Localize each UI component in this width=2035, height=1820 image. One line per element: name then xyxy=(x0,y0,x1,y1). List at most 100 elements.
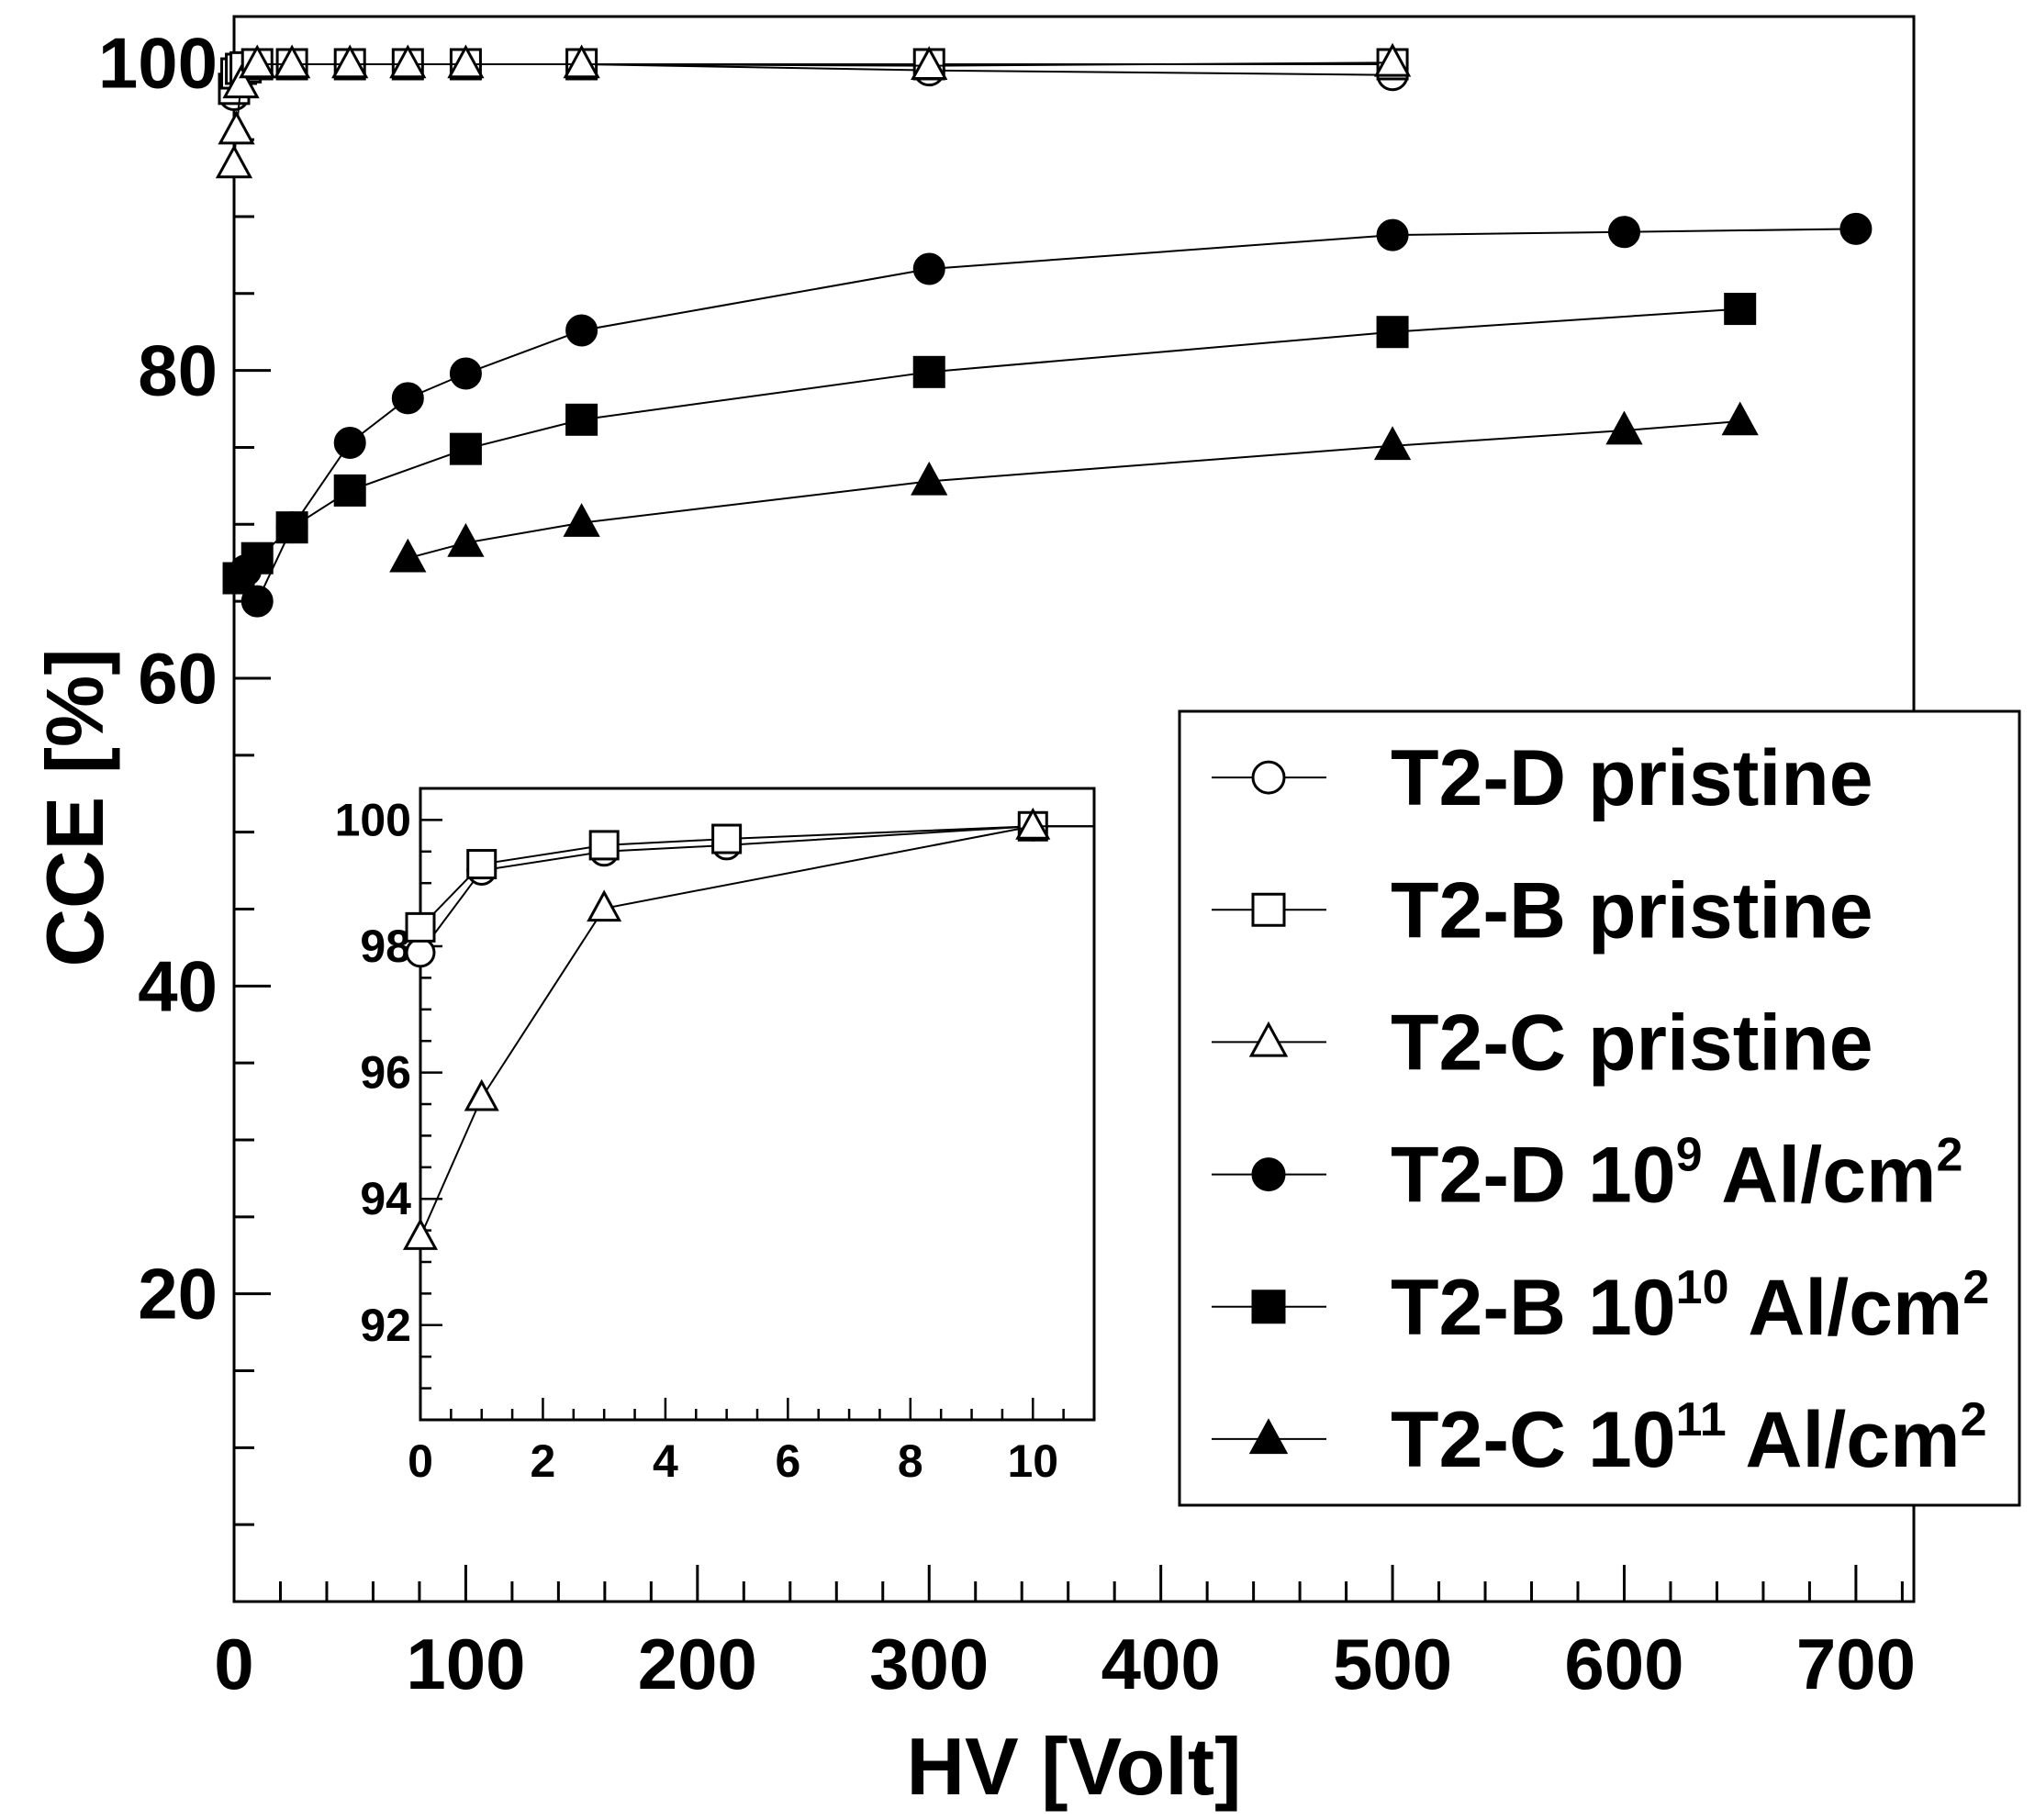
inset-data-point xyxy=(588,830,620,861)
data-point xyxy=(1605,410,1643,445)
data-point xyxy=(1839,212,1873,245)
inset-data-point xyxy=(405,937,436,968)
legend-label: T2-D pristine xyxy=(1391,734,1873,822)
series-line xyxy=(408,419,1740,560)
inset-series-t2-c-pristine xyxy=(402,807,1094,1250)
inset-frame xyxy=(419,787,1096,1422)
data-point xyxy=(565,403,598,436)
data-point xyxy=(447,44,485,79)
legend-entry: T2-B 1010 Al/cm2 xyxy=(1212,1261,1989,1352)
main-plot-series xyxy=(215,42,1873,618)
data-point xyxy=(333,426,366,459)
data-point xyxy=(563,503,600,537)
x-tick-label: 300 xyxy=(869,1624,989,1704)
inset-y-tick-label: 96 xyxy=(360,1047,411,1099)
legend-entry: T2-D pristine xyxy=(1212,734,1873,822)
y-tick-label: 60 xyxy=(138,638,218,719)
inset-x-tick-label: 10 xyxy=(1007,1435,1058,1487)
legend-marker xyxy=(1251,760,1286,795)
series-t2-b-10-10-al-cm-2 xyxy=(222,293,1757,595)
data-point xyxy=(1376,316,1409,349)
x-tick-label: 700 xyxy=(1796,1624,1916,1704)
series-t2-c-pristine xyxy=(215,42,1412,179)
legend-marker xyxy=(1248,1418,1289,1455)
data-point xyxy=(1373,42,1412,77)
x-tick-label: 200 xyxy=(638,1624,757,1704)
data-point xyxy=(565,314,598,347)
legend-label: T2-B pristine xyxy=(1391,866,1873,955)
y-tick-label: 100 xyxy=(98,22,218,103)
data-point xyxy=(239,44,276,79)
data-point xyxy=(222,64,260,99)
legend-entry: T2-C pristine xyxy=(1212,999,1873,1087)
data-point xyxy=(449,357,482,390)
legend-marker xyxy=(1251,892,1286,927)
data-point xyxy=(563,44,600,79)
inset-data-point xyxy=(405,911,436,943)
data-point xyxy=(215,144,253,179)
legend: T2-D pristine T2-B pristine T2-C pristine T… xyxy=(1178,709,2021,1507)
legend-label: T2-B 1010 Al/cm2 xyxy=(1391,1261,1989,1352)
data-point xyxy=(389,44,427,79)
x-axis-title: HV [Volt] xyxy=(907,1721,1242,1812)
data-point xyxy=(240,542,274,575)
legend-label: T2-C pristine xyxy=(1391,999,1873,1087)
inset-y-tick-label: 100 xyxy=(335,794,411,845)
x-tick-label: 0 xyxy=(214,1624,253,1704)
inset-x-tick-label: 8 xyxy=(898,1435,923,1487)
inset-y-tick-label: 92 xyxy=(360,1300,411,1351)
y-axis-title: CCE [%] xyxy=(29,648,120,966)
data-point xyxy=(275,511,308,544)
x-tick-label: 600 xyxy=(1564,1624,1683,1704)
inset-data-point xyxy=(402,1218,439,1250)
inset-x-tick-label: 4 xyxy=(653,1435,678,1487)
data-point xyxy=(449,432,482,465)
x-tick-label: 400 xyxy=(1101,1624,1221,1704)
data-point xyxy=(273,44,311,79)
data-point xyxy=(911,46,948,80)
inset-data-point xyxy=(464,1078,499,1111)
y-tick-label: 20 xyxy=(138,1254,218,1334)
legend-marker xyxy=(1248,1021,1289,1057)
legend-marker xyxy=(1251,1157,1286,1192)
data-point xyxy=(912,355,945,388)
inset-data-point xyxy=(711,823,743,854)
data-point xyxy=(447,522,485,557)
data-point xyxy=(1376,218,1409,251)
series-line xyxy=(244,228,1856,604)
inset-data-point xyxy=(1015,807,1051,840)
y-tick-label: 40 xyxy=(138,945,218,1026)
y-tick-label: 80 xyxy=(138,330,218,411)
legend-label: T2-D 109 Al/cm2 xyxy=(1391,1129,1962,1220)
inset-y-tick-label: 98 xyxy=(360,921,411,972)
inset-x-tick-label: 2 xyxy=(531,1435,556,1487)
axis-titles: HV [Volt] CCE [%] xyxy=(29,648,1241,1812)
data-point xyxy=(1724,293,1757,326)
data-point xyxy=(333,474,366,507)
data-point xyxy=(218,110,255,145)
inset-chart: 0 2 4 6 8 10 92 94 96 98 100 xyxy=(335,787,1096,1487)
data-point xyxy=(912,252,945,285)
legend-label: T2-C 1011 Al/cm2 xyxy=(1391,1393,1986,1484)
inset-data-point xyxy=(587,889,622,922)
data-point xyxy=(331,44,369,79)
data-point xyxy=(1373,426,1412,461)
x-tick-label: 500 xyxy=(1333,1624,1452,1704)
inset-x-tick-label: 6 xyxy=(775,1435,800,1487)
legend-entry: T2-D 109 Al/cm2 xyxy=(1212,1129,1962,1220)
x-tick-label: 100 xyxy=(406,1624,525,1704)
data-point xyxy=(911,461,948,496)
legend-marker xyxy=(1251,1290,1286,1324)
data-point xyxy=(389,538,427,573)
inset-x-tick-label: 0 xyxy=(408,1435,433,1487)
data-point xyxy=(391,382,424,415)
inset-data-point xyxy=(466,849,498,880)
data-point xyxy=(1721,401,1759,436)
legend-frame xyxy=(1178,709,2021,1507)
data-point xyxy=(1607,216,1640,249)
series-t2-c-10-11-al-cm-2 xyxy=(389,401,1759,573)
inset-y-tick-label: 94 xyxy=(360,1173,411,1224)
legend-entry: T2-B pristine xyxy=(1212,866,1873,955)
